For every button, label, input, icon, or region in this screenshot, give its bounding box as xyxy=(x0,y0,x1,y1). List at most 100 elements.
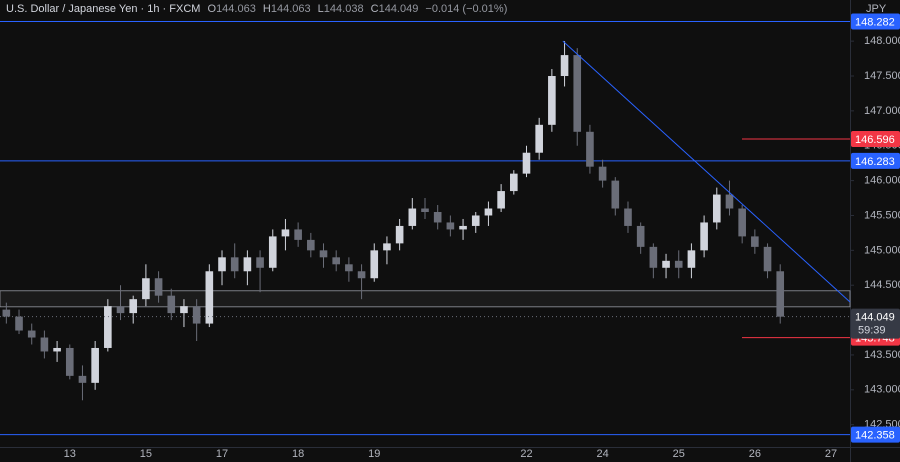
candle-body xyxy=(687,250,696,268)
candle-body xyxy=(624,208,632,226)
symbol: U.S. Dollar / Japanese Yen · 1h · FXCM xyxy=(6,3,200,15)
level-label-bg xyxy=(851,13,900,30)
level-label: 148.282 xyxy=(855,16,895,28)
candle-body xyxy=(294,229,302,240)
candle-body xyxy=(548,76,556,125)
ohlc-key: L xyxy=(318,3,324,15)
candle-body xyxy=(192,306,201,324)
candle-body xyxy=(104,306,112,348)
candle-body xyxy=(345,264,353,272)
candle-body xyxy=(611,180,620,209)
candle-body xyxy=(230,257,239,272)
x-tick-label: 26 xyxy=(749,448,761,460)
y-tick-label: 147.500 xyxy=(864,70,900,82)
candle-body xyxy=(256,257,264,268)
candle-body xyxy=(471,215,480,226)
candle-body xyxy=(142,278,150,300)
candle-body xyxy=(218,257,226,272)
y-tick-label: 144.500 xyxy=(864,279,900,291)
candle-body xyxy=(180,306,188,314)
price-axis: 148.000147.500147.000146.500146.000145.5… xyxy=(850,13,900,443)
ohlc-key: H xyxy=(263,3,271,15)
candle-body xyxy=(751,236,759,247)
y-tick-label: 146.000 xyxy=(864,175,900,187)
x-tick-label: 17 xyxy=(216,448,228,460)
ohlc-key: O xyxy=(208,3,217,15)
last-price-label: 144.049 xyxy=(855,312,895,324)
y-tick-label: 147.000 xyxy=(864,105,900,117)
candle-body xyxy=(421,208,429,212)
y-tick-label: 145.500 xyxy=(864,209,900,221)
ohlc-value: 144.049 xyxy=(379,3,419,15)
x-tick-label: 19 xyxy=(368,448,380,460)
ohlc-value: 144.063 xyxy=(216,3,256,15)
candle-body xyxy=(700,222,708,251)
y-tick-label: 143.500 xyxy=(864,349,900,361)
candle-body xyxy=(15,316,23,331)
candle-body xyxy=(510,173,518,192)
level-label-bg xyxy=(851,152,900,169)
candle-body xyxy=(383,243,391,251)
candle-body xyxy=(167,295,176,314)
candle-body xyxy=(522,152,531,174)
candle-body xyxy=(586,131,594,167)
candle-body xyxy=(129,299,138,314)
x-tick-label: 18 xyxy=(292,448,304,460)
candle-body xyxy=(763,246,772,272)
candle-body xyxy=(484,208,493,216)
candle-body xyxy=(712,194,721,223)
candle-body xyxy=(357,271,366,279)
candle-body xyxy=(535,124,543,153)
candle-body xyxy=(307,239,315,251)
header-bg xyxy=(0,0,560,18)
candle-body xyxy=(662,260,670,268)
candle-body xyxy=(27,330,36,338)
y-tick-label: 145.000 xyxy=(864,244,900,256)
candle-body xyxy=(332,257,340,265)
ohlc-key: C xyxy=(371,3,379,15)
x-tick-label: 13 xyxy=(64,448,76,460)
header: U.S. Dollar / Japanese Yen · 1h · FXCM O… xyxy=(6,3,507,15)
level-label: 142.358 xyxy=(855,429,895,441)
candle-body xyxy=(446,222,455,230)
level-label-bg xyxy=(851,131,900,148)
plot xyxy=(0,20,851,436)
ohlc-value: 144.038 xyxy=(324,3,364,15)
candle-body xyxy=(268,236,277,268)
candle-body xyxy=(560,55,569,77)
candle-body xyxy=(65,347,74,376)
candle-body xyxy=(433,211,442,223)
level-label-bg xyxy=(851,426,900,443)
candle-body xyxy=(598,166,607,181)
candle-body xyxy=(776,271,785,317)
candle-body xyxy=(205,271,214,324)
x-tick-label: 22 xyxy=(520,448,532,460)
candle-body xyxy=(649,246,658,268)
currency: JPY xyxy=(866,3,887,15)
candle-body xyxy=(573,55,582,132)
candle-body xyxy=(91,347,99,383)
change: −0.014 (−0.01%) xyxy=(425,3,507,15)
level-label: 146.283 xyxy=(855,156,895,168)
candle-body xyxy=(154,278,163,296)
candle-body xyxy=(636,225,645,247)
candle-body xyxy=(738,208,746,237)
candle-body xyxy=(281,229,290,237)
y-tick-label: 148.000 xyxy=(864,35,900,47)
candle-body xyxy=(370,250,379,279)
candle-body xyxy=(40,337,49,352)
level-label: 146.596 xyxy=(855,134,895,146)
candle-body xyxy=(674,260,683,268)
zone xyxy=(0,290,851,308)
x-tick-label: 24 xyxy=(596,448,608,460)
candle-body xyxy=(408,208,417,226)
candle-body xyxy=(319,250,328,258)
candle-body xyxy=(725,194,734,209)
candle-body xyxy=(243,257,252,272)
countdown: 59:39 xyxy=(858,325,886,337)
y-tick-label: 143.000 xyxy=(864,384,900,396)
last-price-bg xyxy=(851,308,900,339)
candle-body xyxy=(53,347,61,352)
x-tick-label: 25 xyxy=(673,448,685,460)
